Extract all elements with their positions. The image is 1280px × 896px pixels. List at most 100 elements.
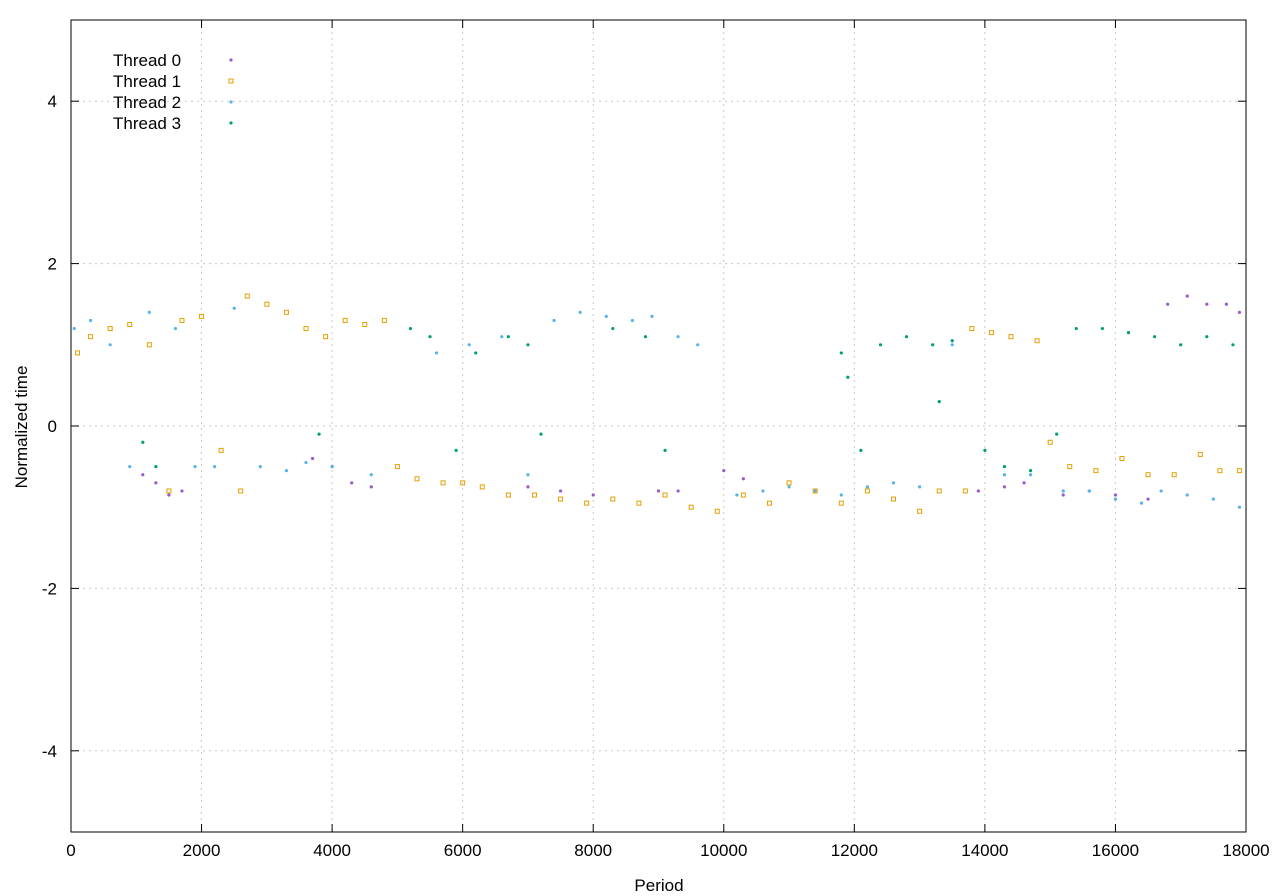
data-point	[787, 485, 791, 489]
data-point	[740, 492, 746, 498]
data-point	[460, 480, 466, 486]
data-point	[1237, 310, 1242, 314]
series-3	[141, 326, 1235, 473]
data-point	[969, 326, 975, 332]
data-point	[1185, 493, 1189, 497]
data-point	[1055, 432, 1059, 436]
data-point	[878, 343, 883, 347]
y-axis-title: Normalized time	[12, 366, 31, 489]
data-point	[154, 465, 158, 469]
data-point	[1047, 439, 1053, 445]
data-point	[950, 339, 954, 343]
data-point	[180, 489, 184, 493]
series-2	[72, 306, 1242, 509]
x-tick-label: 14000	[961, 841, 1008, 860]
legend-marker	[229, 100, 233, 104]
data-point	[838, 500, 844, 506]
y-tick-label: 2	[48, 255, 57, 274]
data-point	[88, 334, 94, 340]
data-point	[676, 489, 680, 493]
data-point	[454, 448, 458, 452]
data-point	[75, 350, 81, 356]
series-1	[75, 293, 1242, 514]
data-point	[166, 488, 172, 494]
legend-item: Thread 1	[113, 72, 234, 91]
data-point	[531, 492, 537, 498]
data-point	[1008, 334, 1014, 340]
data-point	[918, 485, 922, 489]
data-point	[258, 465, 262, 469]
data-point	[656, 489, 661, 493]
x-tick-label: 2000	[183, 841, 221, 860]
data-point	[317, 432, 321, 436]
data-points	[72, 293, 1242, 514]
data-point	[584, 500, 590, 506]
data-point	[714, 508, 720, 514]
data-point	[1002, 473, 1007, 477]
data-point	[931, 343, 935, 347]
data-point	[688, 504, 694, 510]
data-point	[283, 309, 289, 315]
data-point	[526, 473, 530, 477]
data-point	[663, 448, 667, 452]
data-point	[146, 342, 152, 348]
data-point	[1113, 493, 1118, 497]
data-point	[1022, 481, 1026, 485]
legend-item: Thread 0	[113, 51, 233, 70]
data-point	[904, 335, 909, 339]
legend-marker	[229, 121, 233, 125]
data-point	[323, 334, 329, 340]
x-tick-label: 10000	[700, 841, 747, 860]
data-point	[107, 326, 113, 332]
data-point	[891, 481, 896, 485]
x-tick-label: 8000	[574, 841, 612, 860]
data-point	[1061, 489, 1065, 493]
data-point	[610, 496, 616, 502]
legend: Thread 0 Thread 1 Thread 2 Thread 3	[113, 51, 234, 133]
data-point	[173, 326, 178, 331]
data-point	[88, 318, 93, 323]
data-point	[950, 343, 954, 347]
data-point	[859, 448, 863, 452]
data-point	[147, 310, 151, 314]
data-point	[578, 310, 582, 314]
data-point	[304, 460, 308, 465]
data-point	[193, 465, 197, 469]
data-point	[1100, 326, 1104, 331]
data-point	[741, 477, 745, 481]
data-point	[526, 343, 530, 347]
x-tick-label: 12000	[831, 841, 878, 860]
data-point	[434, 351, 439, 355]
data-point	[428, 335, 432, 339]
data-point	[1087, 489, 1091, 493]
data-point	[722, 469, 726, 473]
data-point	[369, 473, 373, 477]
data-point	[1205, 335, 1209, 339]
data-point	[630, 318, 634, 323]
data-point	[1205, 302, 1209, 306]
data-point	[976, 489, 980, 493]
data-point	[1119, 455, 1125, 461]
data-point	[408, 326, 413, 331]
data-point	[381, 317, 387, 323]
data-point	[1126, 331, 1131, 335]
data-point	[218, 447, 224, 453]
data-point	[1231, 343, 1235, 347]
y-tick-label: -2	[42, 579, 57, 598]
data-point	[604, 314, 608, 318]
legend-item: Thread 3	[113, 114, 233, 133]
data-point	[179, 317, 185, 323]
data-point	[1185, 294, 1189, 298]
data-point	[141, 440, 145, 444]
data-point	[1217, 468, 1223, 474]
data-point	[558, 489, 563, 493]
data-point	[1224, 302, 1229, 306]
data-point	[766, 500, 772, 506]
data-point	[199, 313, 205, 319]
data-point	[303, 326, 309, 332]
data-point	[128, 465, 132, 469]
data-point	[167, 493, 171, 497]
data-point	[1171, 472, 1177, 478]
data-point	[1159, 489, 1163, 493]
data-point	[539, 432, 543, 436]
